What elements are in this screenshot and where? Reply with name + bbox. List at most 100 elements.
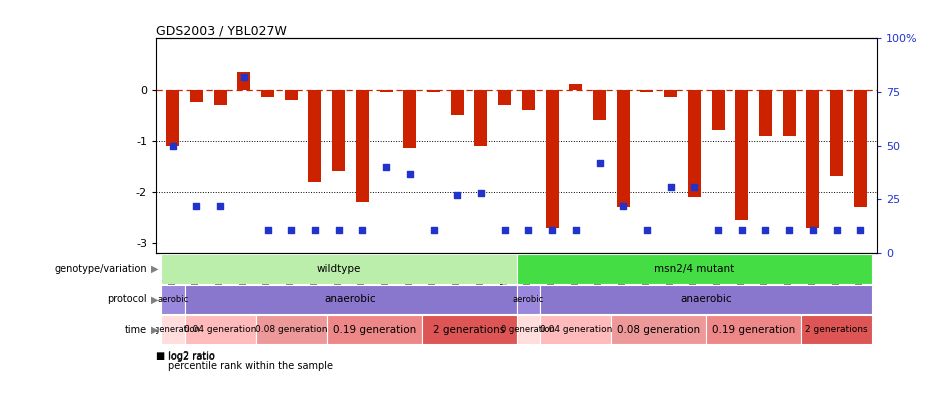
Text: 0.19 generation: 0.19 generation <box>712 325 796 335</box>
Bar <box>517 315 540 344</box>
Bar <box>707 315 801 344</box>
Point <box>497 226 512 233</box>
Bar <box>830 90 843 177</box>
Text: ■ log2 ratio: ■ log2 ratio <box>156 352 215 361</box>
Point <box>355 226 370 233</box>
Bar <box>161 254 517 284</box>
Text: aerobic: aerobic <box>513 295 544 304</box>
Bar <box>403 90 416 148</box>
Point <box>852 226 867 233</box>
Point <box>545 226 560 233</box>
Text: ▶: ▶ <box>151 294 159 304</box>
Bar <box>308 90 322 181</box>
Bar <box>214 90 227 105</box>
Bar <box>735 90 748 220</box>
Text: anaerobic: anaerobic <box>324 294 377 304</box>
Point <box>639 226 655 233</box>
Text: 0 generation: 0 generation <box>146 325 200 334</box>
Point <box>473 190 488 196</box>
Bar <box>184 315 255 344</box>
Text: wildtype: wildtype <box>317 264 360 274</box>
Point <box>805 226 820 233</box>
Text: 0.04 generation: 0.04 generation <box>184 325 256 334</box>
Text: 2 generations: 2 generations <box>433 325 505 335</box>
Point <box>378 164 394 171</box>
Text: ▶: ▶ <box>151 264 159 274</box>
Text: protocol: protocol <box>107 294 147 304</box>
Bar <box>664 90 677 97</box>
Point <box>616 202 631 209</box>
Bar <box>237 72 251 90</box>
Bar <box>326 315 422 344</box>
Bar <box>569 85 583 90</box>
Bar <box>801 315 872 344</box>
Point <box>734 226 749 233</box>
Bar <box>782 90 796 136</box>
Text: GDS2003 / YBL027W: GDS2003 / YBL027W <box>156 24 287 37</box>
Text: percentile rank within the sample: percentile rank within the sample <box>168 361 333 371</box>
Bar <box>540 315 611 344</box>
Text: ▶: ▶ <box>151 325 159 335</box>
Bar <box>450 90 464 115</box>
Point <box>663 183 678 190</box>
Text: time: time <box>125 325 147 335</box>
Point <box>521 226 536 233</box>
Bar <box>806 90 819 228</box>
Bar <box>854 90 867 207</box>
Bar <box>475 90 487 146</box>
Bar <box>427 90 440 92</box>
Point <box>592 160 607 166</box>
Text: msn2/4 mutant: msn2/4 mutant <box>655 264 734 274</box>
Bar <box>517 285 540 314</box>
Point <box>189 202 204 209</box>
Bar <box>190 90 203 102</box>
Point <box>284 226 299 233</box>
Bar <box>540 285 872 314</box>
Point <box>402 171 417 177</box>
Point <box>426 226 441 233</box>
Bar <box>617 90 630 207</box>
Point <box>307 226 323 233</box>
Text: 0.08 generation: 0.08 generation <box>617 325 700 335</box>
Bar <box>499 90 511 105</box>
Text: genotype/variation: genotype/variation <box>54 264 147 274</box>
Bar <box>711 90 725 130</box>
Text: 2 generations: 2 generations <box>805 325 867 334</box>
Point <box>213 202 228 209</box>
Bar <box>184 285 517 314</box>
Text: 0.19 generation: 0.19 generation <box>333 325 416 335</box>
Bar <box>522 90 534 110</box>
Point <box>710 226 726 233</box>
Bar <box>688 90 701 197</box>
Bar <box>261 90 274 97</box>
Point <box>829 226 844 233</box>
Bar <box>517 254 872 284</box>
Bar <box>640 90 654 92</box>
Bar <box>161 315 184 344</box>
Point <box>260 226 275 233</box>
Point <box>758 226 773 233</box>
Text: log2 ratio: log2 ratio <box>168 352 215 362</box>
Bar <box>379 90 393 92</box>
Point <box>331 226 346 233</box>
Text: 0 generation: 0 generation <box>501 325 555 334</box>
Bar <box>255 315 326 344</box>
Point <box>569 226 584 233</box>
Bar <box>422 315 517 344</box>
Text: aerobic: aerobic <box>157 295 188 304</box>
Bar <box>611 315 707 344</box>
Point <box>236 74 252 80</box>
Point <box>781 226 797 233</box>
Text: 0.04 generation: 0.04 generation <box>539 325 612 334</box>
Bar <box>546 90 558 228</box>
Bar <box>161 285 184 314</box>
Bar <box>332 90 345 171</box>
Point <box>449 192 464 198</box>
Bar <box>166 90 179 146</box>
Point <box>687 183 702 190</box>
Point <box>166 143 181 149</box>
Bar <box>759 90 772 136</box>
Text: 0.08 generation: 0.08 generation <box>255 325 327 334</box>
Bar <box>356 90 369 202</box>
Bar <box>593 90 606 120</box>
